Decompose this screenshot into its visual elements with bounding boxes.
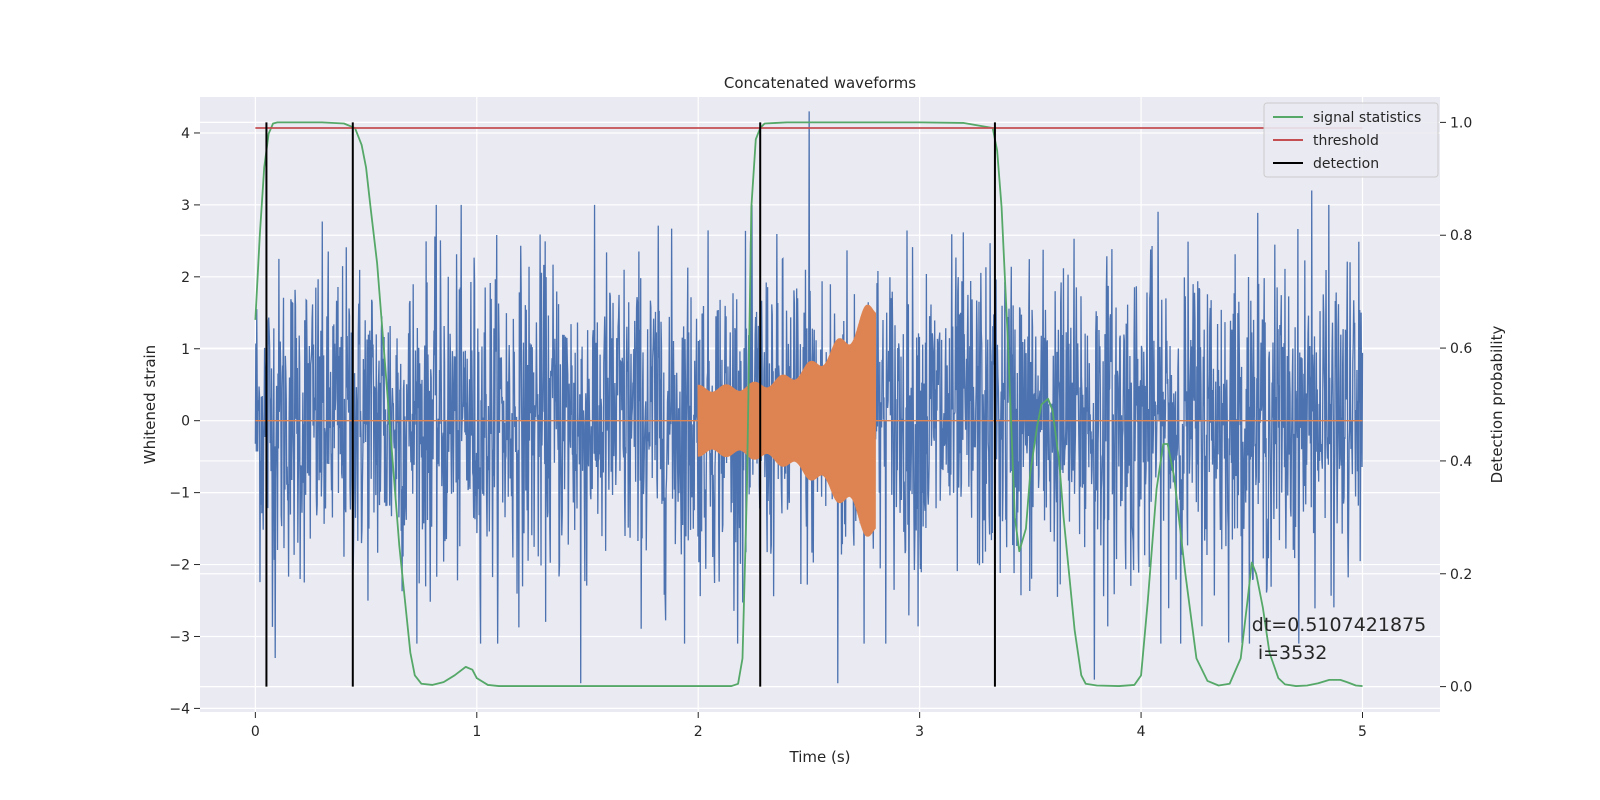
annotation-index: i=3532 [1252,642,1328,664]
y-tick-label: −4 [169,701,190,717]
x-tick-label: 4 [1137,724,1146,740]
y-tick-label: 2 [181,270,190,286]
y2-tick-label: 0.2 [1450,567,1472,583]
y2-tick-label: 0.6 [1450,341,1472,357]
y2-tick-label: 0.0 [1450,680,1472,696]
chirp-series-line [255,304,1363,537]
x-tick-label: 0 [251,724,260,740]
y-axis-label: Whitened strain [141,345,159,464]
legend: signal statistics threshold detection [1263,102,1439,178]
y2-tick-label: 0.8 [1450,228,1472,244]
x-tick-label: 2 [694,724,703,740]
y2-axis-label: Detection probability [1488,326,1506,484]
annotation-dt: dt=0.5107421875 [1252,614,1426,636]
axes-layer: 0 1 2 3 4 5 −4 −3 −2 −1 0 1 2 3 4 0.0 0.2 0.4 0.6 0.8 1.0 [169,115,1472,740]
x-tick-label: 3 [915,724,924,740]
y-tick-label: −2 [169,558,190,574]
legend-box [1263,102,1439,178]
legend-label-detection: detection [1313,156,1379,172]
legend-label-signal-statistics: signal statistics [1313,110,1421,126]
y-tick-label: 3 [181,198,190,214]
y-tick-label: −3 [169,629,190,645]
y-tick-label: 4 [181,126,190,142]
chart-title: Concatenated waveforms [724,74,916,92]
y-tick-label: 1 [181,342,190,358]
x-axis-label: Time (s) [789,748,851,766]
strain-series-line [254,111,1364,684]
signal-statistics-series-line [254,121,1363,687]
x-tick-label: 5 [1358,724,1367,740]
y2-tick-label: 1.0 [1450,115,1472,131]
legend-label-threshold: threshold [1313,133,1379,149]
y-tick-label: 0 [181,414,190,430]
plot-layer [254,111,1364,687]
x-tick-label: 1 [472,724,481,740]
y2-tick-label: 0.4 [1450,454,1472,470]
y-tick-label: −1 [169,486,190,502]
